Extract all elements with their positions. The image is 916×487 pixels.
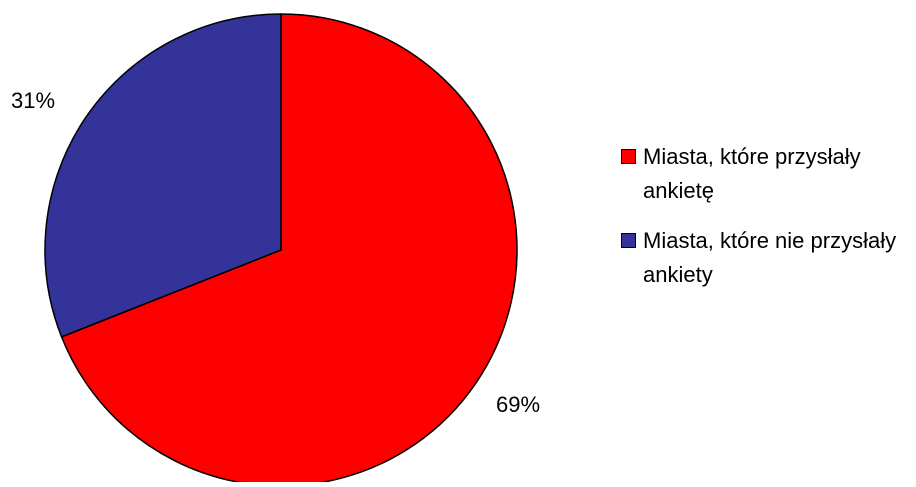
pie-slices (44, 13, 518, 487)
legend-item-not-sent-survey: Miasta, które nie przysłały ankiety (621, 224, 911, 292)
legend-label-not-sent-survey: Miasta, które nie przysłały ankiety (643, 228, 897, 287)
pie-slice-sent-survey (60, 13, 518, 487)
chart-legend: Miasta, które przysłały ankietę Miasta, … (621, 140, 911, 308)
legend-item-sent-survey: Miasta, które przysłały ankietę (621, 140, 911, 208)
legend-swatch-sent-survey (621, 149, 636, 164)
legend-swatch-not-sent-survey (621, 233, 636, 248)
legend-label-sent-survey: Miasta, które przysłały ankietę (643, 144, 861, 203)
pie-data-labels: 69% 31% (11, 88, 540, 417)
pie-label-sent-survey: 69% (496, 392, 540, 417)
pie-label-not-sent-survey: 31% (11, 88, 55, 113)
pie-slice-not-sent-survey (44, 13, 282, 338)
